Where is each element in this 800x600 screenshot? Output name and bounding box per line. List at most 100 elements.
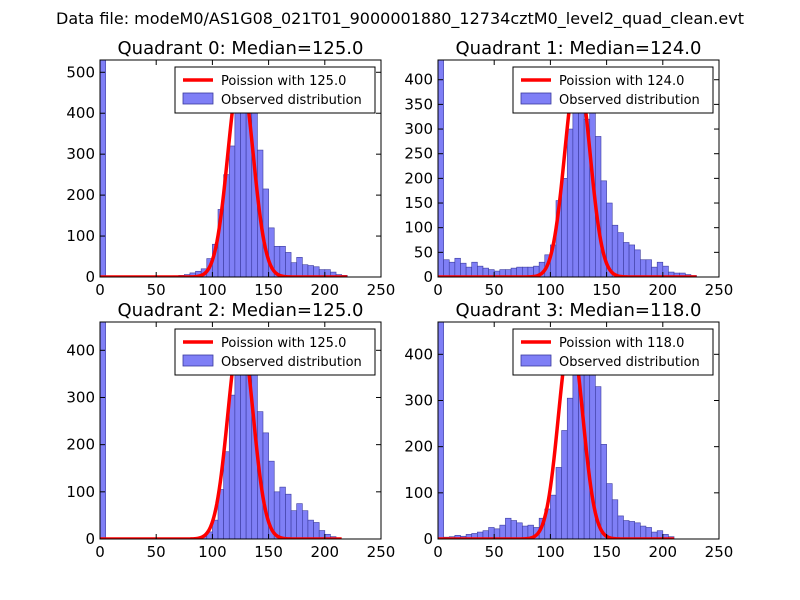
histogram-bar (617, 515, 624, 539)
histogram-bar (234, 108, 241, 277)
y-tick-label: 200 (404, 438, 433, 456)
x-tick-label: 200 (310, 281, 339, 299)
legend-box (174, 328, 376, 376)
histogram-bar (578, 86, 585, 277)
x-tick-label: 250 (367, 281, 396, 299)
histogram-bar (645, 259, 652, 277)
legend-observed-label: Observed distribution (221, 355, 362, 370)
x-tick-label: 250 (367, 543, 396, 561)
y-tick-label: 500 (66, 63, 95, 81)
quadrant-1-panel: Quadrant 1: Median=124.0 0 50 100 150 200 250… (404, 38, 733, 299)
quadrant-1-plot-area (438, 60, 697, 277)
histogram-spike-bar (438, 322, 444, 539)
axes-frame (437, 321, 720, 540)
histogram-bar (611, 224, 619, 277)
histogram-bar (296, 257, 303, 277)
histogram-bar (313, 522, 320, 539)
legend: Poission with 125.0 Observed distribution (174, 328, 376, 376)
y-tick-label: 0 (85, 268, 95, 286)
x-tick-label: 0 (95, 281, 105, 299)
histogram-bar (223, 451, 230, 539)
quadrant-3-title: Quadrant 3: Median=118.0 (456, 300, 702, 321)
legend-observed-swatch (182, 354, 214, 367)
x-tick-label: 200 (310, 543, 339, 561)
axes-frame (99, 321, 382, 540)
histogram-bar (640, 525, 647, 539)
legend-box (512, 328, 714, 376)
histogram-bar (550, 494, 557, 539)
y-tick-label: 0 (85, 530, 95, 548)
histogram-bar (505, 517, 512, 539)
histogram-bar (606, 483, 613, 539)
x-tick-label: 0 (433, 281, 443, 299)
legend-observed-swatch (520, 354, 552, 367)
histogram-bar (566, 128, 574, 277)
y-tick-label: 300 (404, 391, 433, 409)
quadrant-1-title: Quadrant 1: Median=124.0 (456, 38, 702, 59)
legend-observed-label: Observed distribution (559, 93, 700, 108)
x-tick-label: 0 (433, 543, 443, 561)
x-tick-label: 0 (95, 543, 105, 561)
histogram-spike-bar (438, 60, 444, 277)
y-tick-label: 400 (66, 341, 95, 359)
poisson-curve (438, 67, 697, 277)
quadrant-3-plot-area (438, 322, 675, 539)
quadrant-2-panel: Quadrant 2: Median=125.0 0 50 100 150 200 250… (66, 300, 395, 561)
legend-observed-label: Observed distribution (221, 93, 362, 108)
y-tick-label: 250 (404, 145, 433, 163)
y-tick-label: 200 (66, 436, 95, 454)
legend-box (174, 66, 376, 114)
legend-poisson-label: Poission with 125.0 (221, 336, 346, 351)
x-tick-label: 200 (648, 281, 677, 299)
poisson-curve (100, 329, 342, 539)
x-tick-label: 150 (254, 281, 283, 299)
y-tick-label: 300 (66, 388, 95, 406)
legend-poisson-label: Poission with 118.0 (559, 336, 684, 351)
legend-poisson-label: Poission with 125.0 (221, 74, 346, 89)
y-tick-label: 400 (404, 345, 433, 363)
legend: Poission with 118.0 Observed distribution (512, 328, 714, 376)
histogram-bar (623, 242, 630, 277)
histogram-bar (307, 519, 314, 539)
quadrant-0-title: Quadrant 0: Median=125.0 (118, 38, 364, 59)
histogram-bar (290, 262, 297, 277)
poisson-curve (100, 70, 348, 277)
x-tick-label: 50 (147, 281, 166, 299)
histogram-bar (628, 244, 636, 277)
x-tick-label: 50 (485, 281, 504, 299)
histogram-spike-bar (100, 322, 106, 539)
y-tick-label: 100 (66, 227, 95, 245)
x-tick-label: 250 (705, 543, 734, 561)
y-tick-label: 0 (423, 268, 433, 286)
y-tick-label: 300 (66, 145, 95, 163)
quadrant-2-plot-area (100, 322, 342, 539)
x-tick-label: 100 (536, 543, 565, 561)
histogram-bar (279, 486, 286, 539)
x-tick-label: 200 (648, 543, 677, 561)
histogram-bar (600, 444, 607, 539)
histogram-bar (628, 521, 636, 539)
histogram-bar (454, 257, 461, 277)
x-tick-label: 100 (198, 543, 227, 561)
histogram-bar (279, 245, 286, 277)
y-tick-label: 0 (423, 530, 433, 548)
histogram-bar (471, 261, 478, 277)
axes-frame (437, 59, 720, 278)
histogram-bar (448, 261, 456, 277)
y-tick-label: 100 (404, 484, 433, 502)
quadrant-0-panel: Quadrant 0: Median=125.0 0 50 100 150 200 250… (66, 38, 395, 299)
histogram-spike-bar (100, 60, 106, 277)
histogram-bar (460, 262, 467, 277)
y-tick-label: 50 (414, 243, 433, 261)
y-tick-label: 100 (66, 483, 95, 501)
quadrant-3-panel: Quadrant 3: Median=118.0 0 50 100 150 200 250… (404, 300, 733, 561)
histogram-bar (623, 520, 630, 539)
histogram-bar (640, 259, 647, 277)
histogram-bar (510, 520, 517, 539)
histogram-bar (555, 467, 562, 539)
y-tick-label: 200 (404, 169, 433, 187)
histogram-bar (634, 249, 641, 277)
histogram-bar (516, 522, 523, 539)
axes-frame (99, 59, 382, 278)
